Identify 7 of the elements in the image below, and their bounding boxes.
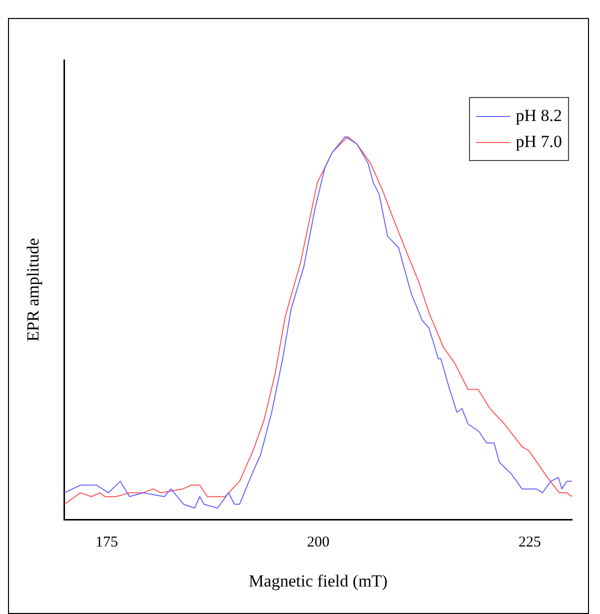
y-axis-title: EPR amplitude	[24, 238, 43, 342]
legend-label: pH 7.0	[516, 132, 562, 152]
x-tick-label: 225	[518, 534, 541, 551]
legend-label: pH 8.2	[516, 106, 562, 126]
x-tick-label: 200	[306, 534, 330, 551]
x-axis-title: Magnetic field (mT)	[248, 571, 388, 590]
x-tick-label: 175	[95, 534, 118, 551]
